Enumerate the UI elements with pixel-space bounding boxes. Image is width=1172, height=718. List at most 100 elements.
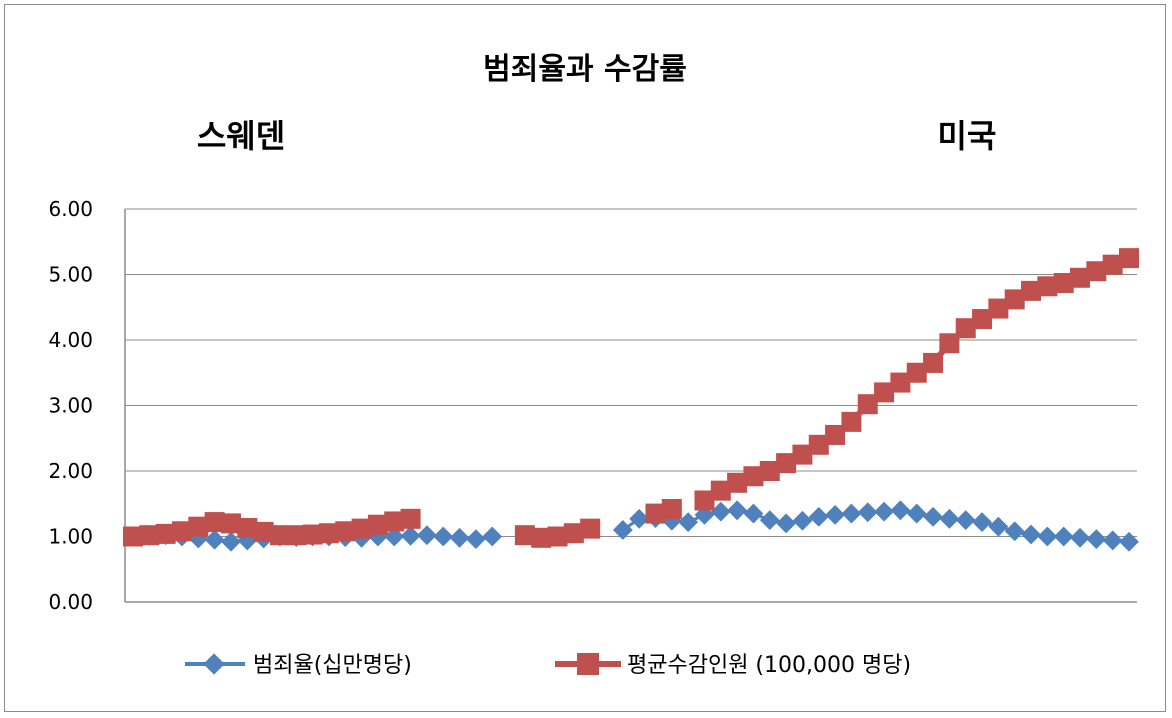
series-0-point-30 xyxy=(612,520,633,540)
legend: 범죄율(십만명당) 평균수감인원 (100,000 명당) xyxy=(185,653,911,678)
series-0-point-45 xyxy=(857,502,878,523)
series-0-point-58 xyxy=(1070,527,1090,548)
series-1-point-1 xyxy=(139,525,160,546)
series-0-point-34 xyxy=(678,512,699,532)
series-0-point-53 xyxy=(988,516,1009,537)
series-0-point-52 xyxy=(972,512,992,532)
y-tick-label-0: 0.00 xyxy=(48,590,93,614)
y-tick-label-1: 1.00 xyxy=(48,525,93,549)
series-0-point-22 xyxy=(482,526,503,547)
series-0-point-49 xyxy=(923,506,943,527)
series-0-point-41 xyxy=(792,510,813,531)
series-1-point-61 xyxy=(1119,248,1139,269)
chart: 범죄율과 수감률 스웨덴 미국 0.00 1.00 2.00 3.00 4.00 5.00… xyxy=(48,52,1139,678)
chart-frame: 범죄율과 수감률 스웨덴 미국 0.00 1.00 2.00 3.00 4.00 5.00… xyxy=(4,4,1166,712)
legend-marker-crime xyxy=(203,653,225,675)
series-1-point-60 xyxy=(1102,254,1123,275)
series-0-point-17 xyxy=(400,525,421,546)
series-1-point-27 xyxy=(563,523,584,544)
series-0-point-19 xyxy=(433,526,454,547)
series-1-point-42 xyxy=(808,434,829,455)
series-1-point-3 xyxy=(171,521,192,542)
series-0-point-57 xyxy=(1053,526,1074,547)
series-1-point-44 xyxy=(841,411,862,432)
series-1-point-38 xyxy=(743,466,764,487)
series-1-point-49 xyxy=(923,352,944,373)
series-0-point-44 xyxy=(841,503,862,524)
series-0 xyxy=(123,500,1139,552)
series-1-point-32 xyxy=(645,503,666,524)
series-1-point-12 xyxy=(318,523,339,544)
y-tick-label-2: 2.00 xyxy=(48,459,93,483)
series-0-point-37 xyxy=(727,500,748,521)
legend-label-prison: 평균수감인원 (100,000 명당) xyxy=(627,653,911,678)
series-1-point-24 xyxy=(514,525,535,546)
legend-marker-prison xyxy=(577,653,599,675)
series-1-point-8 xyxy=(253,521,274,542)
series-0-point-36 xyxy=(710,501,731,522)
series-0-point-48 xyxy=(906,503,927,524)
series-1-point-36 xyxy=(710,480,731,501)
series-1-point-11 xyxy=(302,524,323,545)
series-1-point-35 xyxy=(694,490,715,511)
series-1-point-50 xyxy=(939,333,960,354)
series-0-point-55 xyxy=(1021,524,1041,545)
series-1-point-45 xyxy=(857,394,878,415)
series-1-point-26 xyxy=(547,526,568,547)
annotation-sweden: 스웨덴 xyxy=(197,117,285,155)
series-0-point-60 xyxy=(1102,530,1123,551)
series-1-point-55 xyxy=(1021,280,1042,301)
series-1-point-39 xyxy=(759,461,780,481)
series-1-point-14 xyxy=(351,518,372,539)
y-tick-label-6: 6.00 xyxy=(48,197,93,221)
series-1-point-10 xyxy=(286,525,307,546)
series-1-point-48 xyxy=(906,362,927,383)
series-0-point-43 xyxy=(825,504,845,525)
legend-label-crime: 범죄율(십만명당) xyxy=(253,653,412,678)
series-1-point-25 xyxy=(531,527,552,548)
chart-title: 범죄율과 수감률 xyxy=(483,52,687,87)
series-0-point-38 xyxy=(743,503,764,524)
series-1-point-59 xyxy=(1086,261,1107,282)
series-0-point-54 xyxy=(1004,521,1025,542)
series-1-point-9 xyxy=(269,525,290,546)
series-0-point-18 xyxy=(417,525,437,546)
series-1-point-37 xyxy=(727,472,748,493)
gridlines xyxy=(125,208,1137,537)
annotation-usa: 미국 xyxy=(938,117,997,155)
series-1-point-2 xyxy=(155,523,176,544)
series-0-point-50 xyxy=(939,508,960,529)
series-1-point-4 xyxy=(188,516,209,537)
series-1-point-16 xyxy=(384,511,405,532)
series-0-point-40 xyxy=(776,513,797,534)
series-1-point-5 xyxy=(204,512,225,533)
series-1-point-51 xyxy=(955,318,976,339)
series-1-point-41 xyxy=(792,444,813,465)
series-1-point-6 xyxy=(220,513,241,534)
y-tick-label-3: 3.00 xyxy=(48,394,93,418)
series-1-point-56 xyxy=(1037,276,1058,297)
series-1-point-43 xyxy=(825,424,846,445)
series-1-point-17 xyxy=(400,508,421,529)
series-0-point-59 xyxy=(1086,529,1107,550)
series-1-point-47 xyxy=(890,372,911,393)
series-1-point-0 xyxy=(123,526,143,547)
series-0-point-51 xyxy=(955,510,976,531)
series-1-point-7 xyxy=(237,517,258,538)
series-1-point-57 xyxy=(1053,273,1074,294)
series-1-point-15 xyxy=(367,514,388,535)
y-tick-label-4: 4.00 xyxy=(48,328,93,352)
series-1-point-54 xyxy=(1004,289,1025,310)
series-1-point-33 xyxy=(661,498,682,519)
series-0-point-61 xyxy=(1119,531,1139,552)
series-0-point-42 xyxy=(808,506,829,527)
series-0-point-47 xyxy=(890,500,911,521)
series-0-point-46 xyxy=(874,501,894,522)
series-1-point-58 xyxy=(1070,267,1091,288)
series-1-point-46 xyxy=(874,382,895,403)
series-0-point-16 xyxy=(384,526,405,547)
series-1-point-53 xyxy=(988,298,1009,319)
series-1-point-28 xyxy=(580,518,601,539)
series-1 xyxy=(123,248,1139,548)
series-0-point-56 xyxy=(1037,526,1058,547)
